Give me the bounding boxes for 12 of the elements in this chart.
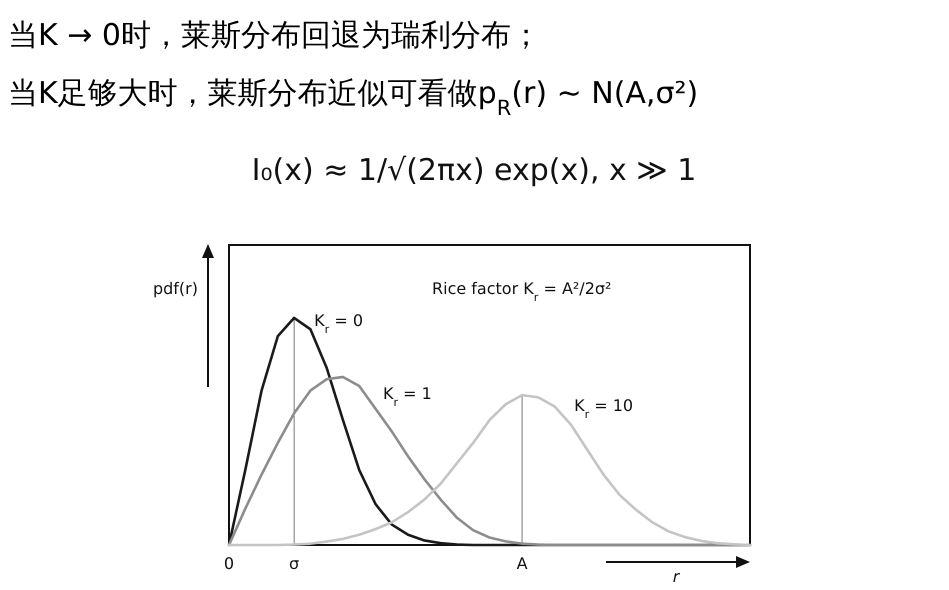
series-label: K$_{r}$ = 0 — [314, 310, 363, 336]
chart-subtitle: 当K足够大时，莱斯分布近似可看做p$_{R}$(r) ~ N(A,σ²) — [8, 76, 698, 120]
text: I₀(x) ≈ 1/√(2πx) exp(x), x ≫ 1 — [252, 153, 696, 188]
y-axis-title: pdf(r) — [152, 279, 198, 298]
series-label: K$_{r}$ = 1 — [382, 384, 432, 408]
x-tick-label: A — [516, 554, 528, 573]
x-tick-label: 0 — [224, 554, 234, 573]
x-tick-label: σ — [289, 554, 300, 573]
text: Rice factor K$_{r}$ = A²/2σ² — [432, 279, 612, 304]
chart-title: 当K → 0时，莱斯分布回退为瑞利分布； — [8, 18, 541, 53]
series-label: K$_{r}$ = 10 — [574, 396, 634, 421]
x-axis-title: r — [672, 567, 681, 586]
